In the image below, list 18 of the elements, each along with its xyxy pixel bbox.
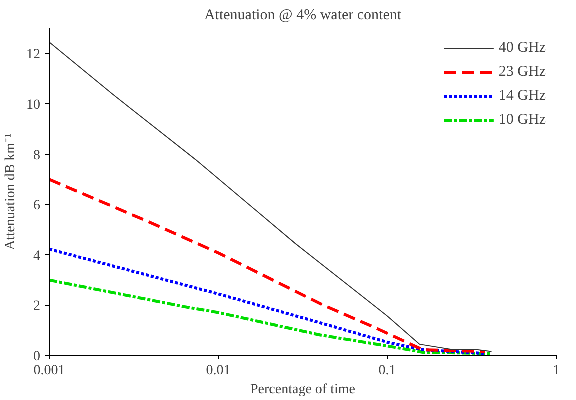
- legend-label: 23 GHz: [498, 64, 546, 80]
- y-tick-label: 6: [34, 198, 40, 214]
- x-tick-label: 0.001: [34, 364, 66, 378]
- x-tick-label: 0.1: [378, 364, 396, 378]
- chart-title: Attenuation @ 4% water content: [204, 8, 402, 24]
- y-tick-label: 10: [26, 98, 40, 113]
- legend-label: 10 GHz: [498, 112, 546, 128]
- y-tick-label: 2: [34, 299, 40, 314]
- legend-label: 40 GHz: [498, 40, 546, 56]
- x-axis-title: Percentage of time: [250, 382, 356, 398]
- y-tick-label: 12: [26, 48, 40, 63]
- y-tick-label: 8: [34, 148, 40, 164]
- y-tick-label: 0: [34, 350, 40, 364]
- x-tick-label: 1: [553, 364, 560, 378]
- y-tick-label: 4: [34, 248, 40, 264]
- x-tick-label: 0.01: [206, 364, 231, 378]
- legend-label: 14 GHz: [498, 88, 546, 104]
- y-axis-title: Attenuation dB km⁻¹: [4, 134, 18, 250]
